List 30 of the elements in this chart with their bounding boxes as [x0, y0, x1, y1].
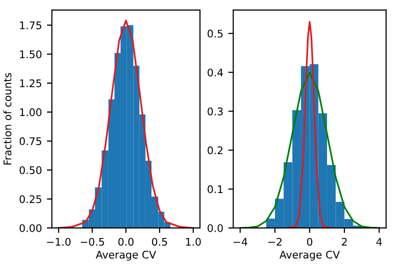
y-tick-label: 0.3: [208, 107, 223, 116]
y-tick-label: 0.2: [208, 146, 222, 154]
y-tick-label: 1.50: [20, 50, 42, 58]
x-tick-label: 4: [376, 238, 382, 246]
x-tick-label: −2: [268, 238, 282, 246]
x-tick-label: 2: [342, 238, 347, 246]
y-tick-label: 0.5: [208, 30, 223, 38]
y-tick-label: 0.50: [20, 166, 42, 174]
y-tick-label: 0.4: [208, 68, 223, 76]
x-tick-label: −4: [234, 238, 248, 246]
y-tick-label: 0.0: [208, 224, 223, 232]
x-tick-label: 0.5: [152, 238, 167, 246]
y-tick-label: 0.00: [20, 224, 42, 232]
y-tick-label: 1.25: [20, 79, 42, 88]
y-tick-label: 1.75: [20, 22, 42, 30]
line-series: [288, 20, 332, 228]
x-tick-label: 1.0: [186, 238, 201, 246]
line-series: [58, 20, 194, 228]
x-axis-title: Average CV: [280, 250, 340, 261]
x-tick-label: −0.5: [80, 238, 104, 246]
x-tick-label: −1.0: [47, 238, 71, 246]
x-tick-label: 0: [307, 238, 312, 246]
y-axis-title: Fraction of counts: [3, 73, 12, 165]
y-tick-label: 0.25: [20, 195, 42, 204]
x-tick-label: 0.0: [118, 238, 134, 246]
y-tick-label: 1.00: [20, 108, 42, 116]
line-series: [239, 72, 380, 228]
y-tick-label: 0.1: [208, 185, 223, 194]
x-axis-title: Average CV: [96, 250, 156, 261]
y-tick-label: 0.75: [20, 137, 42, 146]
